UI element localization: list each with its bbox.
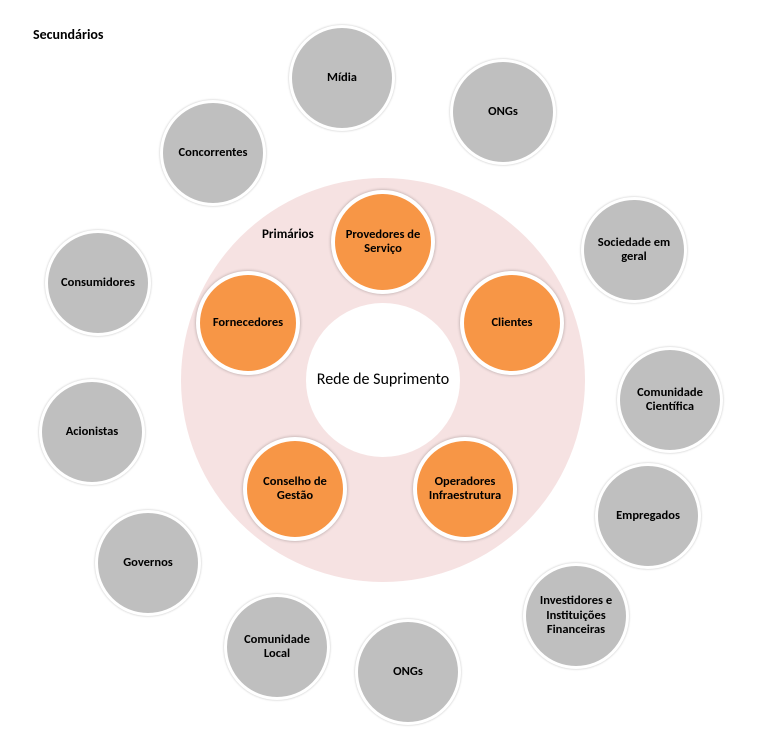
- node-acionistas: Acionistas: [39, 379, 145, 485]
- node-label: Operadores Infraestrutura: [423, 475, 507, 504]
- node-empregados: Empregados: [595, 463, 701, 569]
- center-title: Rede de Suprimento: [313, 350, 453, 410]
- node-concorrentes: Concorrentes: [160, 100, 266, 206]
- node-label: Empregados: [616, 509, 680, 523]
- node-label: ONGs: [393, 665, 423, 679]
- node-midia: Mídia: [289, 25, 395, 131]
- secondary-label: Secundários: [33, 26, 104, 43]
- primary-label: Primários: [262, 227, 314, 242]
- node-label: Concorrentes: [178, 146, 247, 160]
- node-label: Conselho de Gestão: [253, 475, 337, 504]
- node-sociedade: Sociedade em geral: [581, 197, 687, 303]
- node-comunidade-lo: Comunidade Local: [224, 594, 330, 700]
- node-governos: Governos: [95, 510, 201, 616]
- node-label: Fornecedores: [213, 316, 283, 330]
- node-label: Consumidores: [61, 276, 135, 290]
- node-clientes: Clientes: [460, 271, 564, 375]
- node-label: Mídia: [327, 71, 357, 85]
- node-label: Investidores e Instituições Financeiras: [532, 594, 620, 637]
- node-ongs-bottom: ONGs: [355, 619, 461, 725]
- node-label: Governos: [123, 556, 173, 570]
- node-label: Clientes: [491, 316, 532, 330]
- node-label: Acionistas: [66, 425, 119, 439]
- node-label: Comunidade Científica: [626, 386, 714, 415]
- node-label: Sociedade em geral: [590, 236, 678, 265]
- node-provedores: Provedores de Serviço: [331, 190, 435, 294]
- node-operadores: Operadores Infraestrutura: [413, 437, 517, 541]
- node-fornecedores: Fornecedores: [196, 271, 300, 375]
- node-conselho: Conselho de Gestão: [243, 437, 347, 541]
- node-label: ONGs: [488, 105, 518, 119]
- node-comunidade-ci: Comunidade Científica: [617, 347, 723, 453]
- node-ongs-top: ONGs: [450, 59, 556, 165]
- node-consumidores: Consumidores: [45, 230, 151, 336]
- node-label: Comunidade Local: [233, 633, 321, 662]
- node-investidores: Investidores e Instituições Financeiras: [523, 563, 629, 669]
- node-label: Provedores de Serviço: [341, 228, 425, 257]
